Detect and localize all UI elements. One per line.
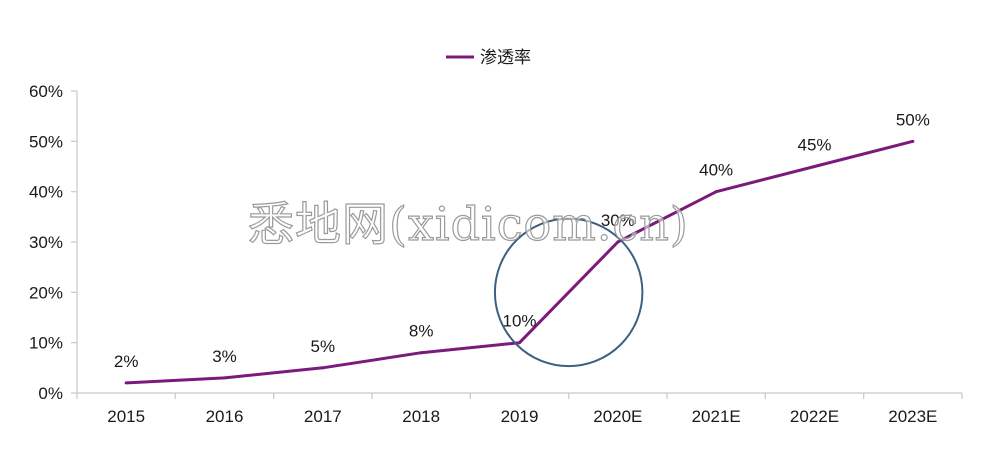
data-label: 3% bbox=[212, 347, 237, 366]
data-point bbox=[321, 366, 325, 370]
data-point bbox=[419, 351, 423, 355]
data-label: 30% bbox=[601, 211, 635, 230]
data-label: 10% bbox=[502, 312, 536, 331]
data-point bbox=[124, 381, 128, 385]
data-point bbox=[223, 376, 226, 380]
data-point bbox=[616, 240, 620, 244]
y-tick-label: 60% bbox=[29, 82, 63, 101]
series-penetration-rate bbox=[124, 139, 915, 385]
x-tick-label: 2019 bbox=[501, 407, 539, 426]
y-tick-label: 50% bbox=[29, 132, 63, 151]
x-tick-label: 2020E bbox=[593, 407, 642, 426]
x-axis: 2015 2016 2017 2018 2019 2020E 2021E 2022E 2023E bbox=[76, 392, 963, 426]
legend: 渗透率 bbox=[446, 48, 531, 68]
data-point bbox=[813, 165, 816, 168]
y-tick-label: 20% bbox=[29, 283, 63, 302]
highlight-circle bbox=[493, 217, 644, 368]
data-label: 5% bbox=[311, 337, 336, 356]
x-tick-label: 2015 bbox=[107, 407, 145, 426]
data-point bbox=[518, 341, 521, 345]
data-label: 8% bbox=[409, 322, 434, 341]
y-axis: 0% 10% 20% 30% 40% 50% 60% bbox=[29, 82, 78, 403]
x-tick-label: 2023E bbox=[888, 407, 937, 426]
data-label: 45% bbox=[797, 136, 831, 155]
x-tick-label: 2021E bbox=[692, 407, 741, 426]
y-tick-label: 40% bbox=[29, 183, 63, 202]
data-point bbox=[714, 190, 718, 194]
data-label: 40% bbox=[699, 161, 733, 180]
y-tick-label: 30% bbox=[29, 233, 63, 252]
y-tick-label: 0% bbox=[38, 384, 63, 403]
x-tick-label: 2022E bbox=[790, 407, 839, 426]
legend-label: 渗透率 bbox=[480, 48, 531, 68]
y-tick-label: 10% bbox=[29, 334, 63, 353]
watermark: 悉地网(xidicom.cn) bbox=[248, 197, 689, 251]
x-tick-label: 2016 bbox=[206, 407, 244, 426]
x-tick-label: 2018 bbox=[402, 407, 440, 426]
data-label: 2% bbox=[114, 352, 139, 371]
data-labels: 2% 3% 5% 8% 10% 30% 40% 45% 50% bbox=[114, 110, 930, 371]
x-tick-label: 2017 bbox=[304, 407, 342, 426]
data-label: 50% bbox=[896, 110, 930, 129]
data-point bbox=[911, 139, 915, 143]
